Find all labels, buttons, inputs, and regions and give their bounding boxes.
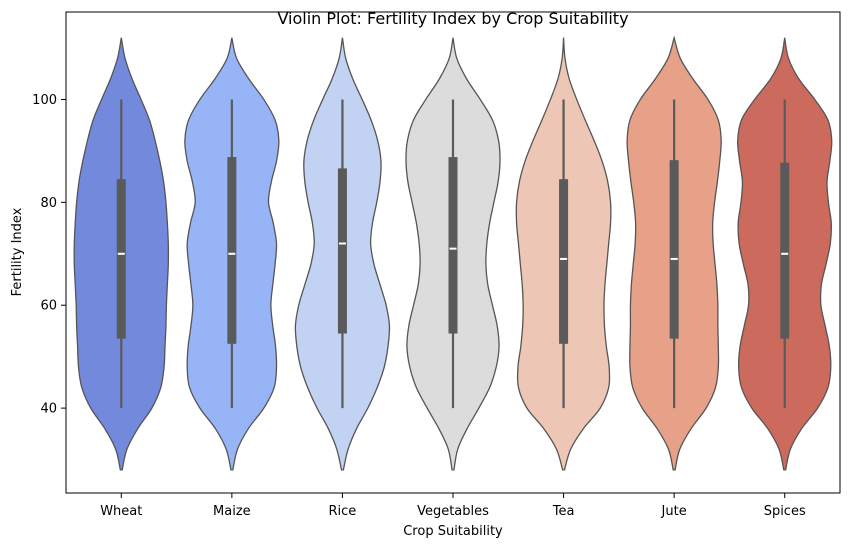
- x-tick-label: Rice: [329, 504, 357, 519]
- violin-iqr-box: [448, 157, 458, 334]
- violin-iqr-box: [780, 162, 790, 339]
- violin-series-group: [73, 35, 833, 471]
- x-tick-label: Spices: [764, 504, 806, 519]
- violin-iqr-box: [559, 179, 569, 344]
- violin-iqr-box: [227, 157, 237, 344]
- x-axis-label: Crop Suitability: [403, 524, 503, 539]
- violin-iqr-box: [669, 160, 679, 339]
- chart-title: Violin Plot: Fertility Index by Crop Sui…: [277, 9, 628, 28]
- violin-maize: [184, 37, 280, 471]
- x-axis: Wheat Maize Rice Vegetables Tea Jute Spices: [100, 493, 806, 519]
- violin-jute: [626, 35, 722, 471]
- violin-vegetables: [405, 37, 501, 471]
- violin-iqr-box: [116, 179, 126, 339]
- violin-spices: [737, 37, 833, 471]
- y-tick-label: 40: [40, 402, 57, 417]
- y-axis: 40 60 80 100: [32, 93, 66, 417]
- y-tick-label: 80: [40, 196, 57, 211]
- x-tick-label: Jute: [661, 504, 687, 519]
- x-tick-label: Tea: [552, 504, 575, 519]
- violin-iqr-box: [337, 168, 347, 334]
- x-tick-label: Maize: [213, 504, 251, 519]
- x-tick-label: Vegetables: [417, 504, 489, 519]
- y-axis-label: Fertility Index: [10, 207, 25, 296]
- y-tick-label: 100: [32, 93, 57, 108]
- y-tick-label: 60: [40, 299, 57, 314]
- violin-wheat: [73, 37, 170, 471]
- x-tick-label: Wheat: [100, 504, 142, 519]
- violin-tea: [515, 37, 612, 471]
- violin-rice: [294, 37, 391, 471]
